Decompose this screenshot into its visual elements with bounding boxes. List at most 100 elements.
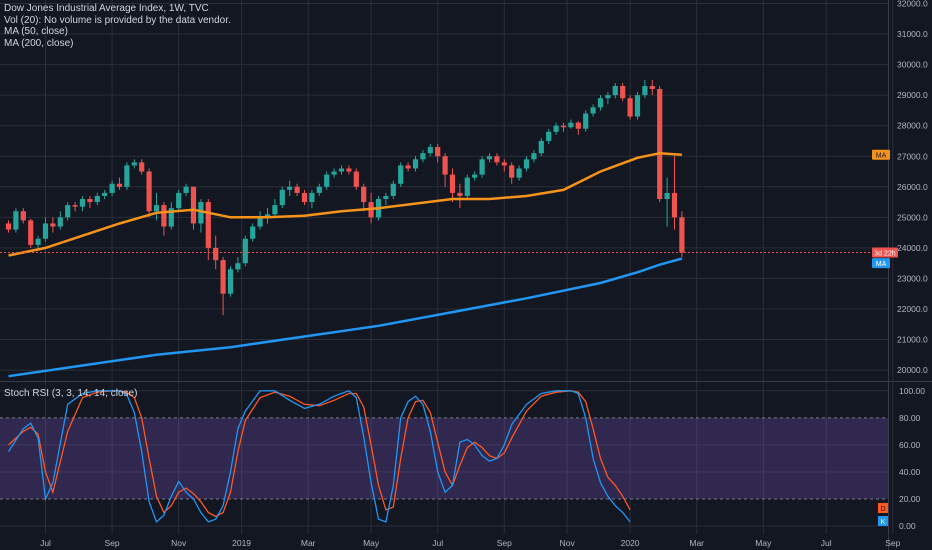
stoch-d-line [8, 390, 631, 518]
candle-body [353, 171, 359, 187]
candle [405, 162, 411, 172]
candle-body [553, 125, 559, 132]
candle-body [257, 217, 263, 227]
price-tick-label: 23000.0 [897, 273, 928, 283]
candle-body [383, 195, 389, 200]
candle-body [79, 199, 86, 207]
candle [316, 183, 322, 196]
price-tick-label: 22000.0 [897, 304, 928, 314]
candle-body [523, 159, 530, 169]
candle [109, 180, 115, 196]
candle [553, 122, 559, 135]
candle [590, 104, 596, 117]
candle-body [634, 95, 641, 117]
candle-body [72, 205, 78, 207]
candle-body [472, 174, 478, 178]
price-axis[interactable]: 32000.0 31000.0 30000.0 29000.0 28000.0 27000… [897, 0, 928, 375]
candle [176, 189, 182, 212]
stoch-rsi-label[interactable]: Stoch RSI (3, 3, 14, 14, close) [4, 388, 138, 399]
candle [479, 156, 485, 178]
candle [457, 183, 463, 209]
candle [301, 189, 308, 206]
legend-ma50[interactable]: MA (50, close) [4, 26, 68, 37]
candle-body [449, 174, 456, 193]
candle [102, 189, 108, 200]
stoch-rsi-band [0, 417, 888, 499]
candle-body [531, 153, 537, 160]
stoch-k-badge-box [878, 516, 888, 526]
candle [442, 153, 448, 187]
candle-body [494, 156, 500, 163]
candle [190, 186, 197, 230]
time-tick-label: Jul [40, 538, 51, 548]
stoch-rsi-tick-label: 0.00 [899, 521, 916, 531]
time-tick-label: May [755, 538, 772, 548]
candle-body [124, 165, 130, 187]
candle [131, 159, 137, 169]
candle [605, 92, 611, 105]
time-tick-label: 2020 [621, 538, 640, 548]
candle-body [139, 162, 145, 172]
legend-ma200[interactable]: MA (200, close) [4, 37, 74, 49]
stoch-rsi-tick-label: 80.00 [899, 413, 921, 423]
candle [398, 162, 404, 187]
candle-body [427, 147, 433, 154]
candle-body [627, 98, 633, 117]
price-tick-label: 31000.0 [897, 29, 928, 39]
candle-body [649, 85, 655, 90]
price-tick-label: 32000.0 [897, 0, 928, 9]
candle-body [13, 211, 19, 230]
candle [139, 159, 145, 175]
candle [649, 79, 655, 96]
candle-body [235, 263, 241, 270]
candle-body [457, 192, 463, 196]
candle-body [346, 168, 352, 172]
candle-body [420, 153, 426, 160]
candle [287, 180, 293, 196]
candle [346, 165, 352, 175]
candle-body [50, 223, 56, 227]
candle-body [190, 186, 197, 224]
candle [72, 202, 78, 212]
candle [472, 171, 478, 181]
candle [494, 153, 500, 166]
candle-body [168, 208, 174, 227]
candle-body [205, 202, 211, 248]
candle [213, 235, 219, 270]
time-tick-label: Nov [560, 538, 576, 548]
candle [250, 223, 256, 242]
candle-body [612, 85, 618, 96]
candle [412, 156, 419, 172]
candle [20, 208, 26, 224]
candle [486, 153, 493, 163]
legend-title[interactable]: Dow Jones Industrial Average Index, 1W, … [4, 3, 209, 14]
candle-body [94, 195, 100, 203]
candle-body [479, 159, 485, 175]
candle [324, 171, 330, 190]
candle [65, 202, 71, 221]
time-axis[interactable]: Jul Sep Nov 2019 Mar May Jul Sep Nov 2020 Mar May Ju… [40, 538, 901, 548]
candle [612, 82, 618, 99]
candle-body [398, 165, 404, 184]
price-tick-label: 29000.0 [897, 90, 928, 100]
candle-body [176, 192, 182, 209]
time-tick-label: May [363, 538, 380, 548]
candle-body [590, 107, 596, 114]
candle-body [42, 223, 49, 239]
candle [420, 150, 426, 163]
candle-body [287, 186, 293, 190]
candle-body [5, 223, 12, 230]
ma200-badge-text: MA [876, 261, 887, 268]
candle-body [213, 247, 219, 261]
candle [220, 257, 226, 316]
legend-volume[interactable]: Vol (20): No volume is provided by the d… [4, 14, 231, 26]
candle [331, 168, 337, 178]
candle-body [442, 156, 448, 175]
stoch-k-badge-text: K [881, 519, 886, 526]
stoch-rsi-axis[interactable]: 100.00 80.00 60.00 40.00 20.00 0.00 [899, 386, 925, 531]
axis-badges: MA MA 3d 22h DK [872, 149, 898, 526]
candle [161, 202, 167, 236]
